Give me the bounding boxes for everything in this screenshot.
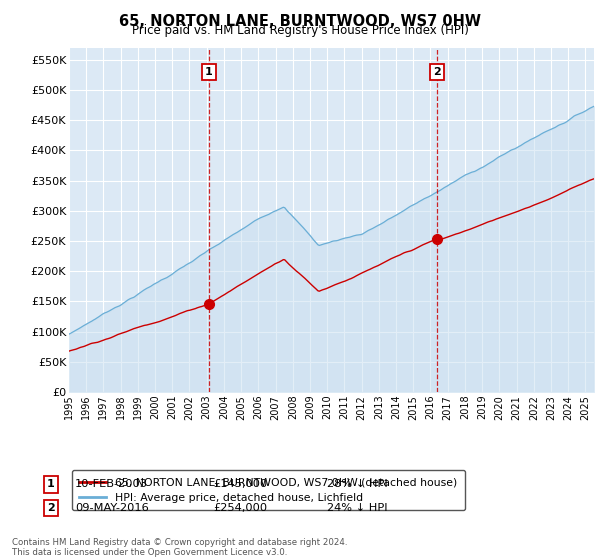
Text: 10-FEB-2003: 10-FEB-2003 xyxy=(75,479,148,489)
Legend: 65, NORTON LANE, BURNTWOOD, WS7 0HW (detached house), HPI: Average price, detach: 65, NORTON LANE, BURNTWOOD, WS7 0HW (det… xyxy=(72,470,465,510)
Text: 09-MAY-2016: 09-MAY-2016 xyxy=(75,503,149,513)
Text: 28% ↓ HPI: 28% ↓ HPI xyxy=(327,479,388,489)
Text: £254,000: £254,000 xyxy=(213,503,267,513)
Text: 2: 2 xyxy=(433,67,440,77)
Text: 1: 1 xyxy=(205,67,212,77)
Text: £145,000: £145,000 xyxy=(213,479,267,489)
Text: 65, NORTON LANE, BURNTWOOD, WS7 0HW: 65, NORTON LANE, BURNTWOOD, WS7 0HW xyxy=(119,14,481,29)
Text: 1: 1 xyxy=(47,479,55,489)
Text: Price paid vs. HM Land Registry's House Price Index (HPI): Price paid vs. HM Land Registry's House … xyxy=(131,24,469,36)
Text: 24% ↓ HPI: 24% ↓ HPI xyxy=(327,503,388,513)
Text: Contains HM Land Registry data © Crown copyright and database right 2024.
This d: Contains HM Land Registry data © Crown c… xyxy=(12,538,347,557)
Text: 2: 2 xyxy=(47,503,55,513)
